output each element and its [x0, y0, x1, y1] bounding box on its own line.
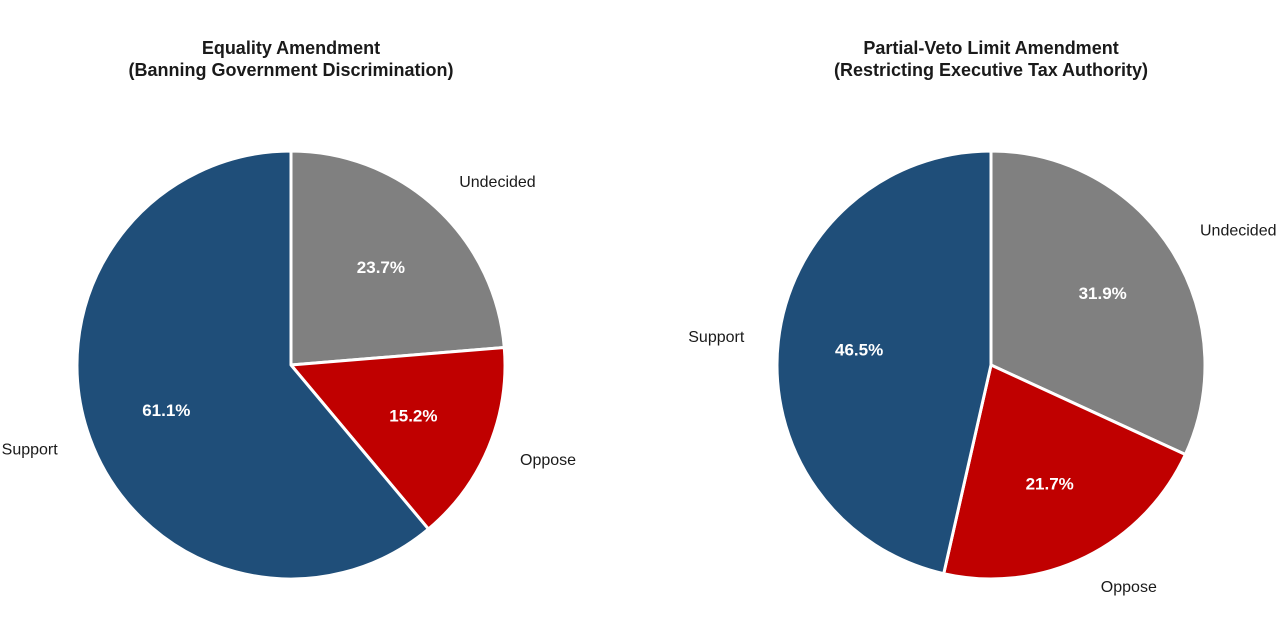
category-label-undecided: Undecided	[459, 174, 536, 191]
pie-slice-support	[775, 149, 993, 576]
category-label-support: Support	[2, 441, 59, 458]
pie-labels: 23.7% Undecided 15.2% Oppose 61.1% Support	[2, 174, 576, 469]
pie-slice-undecided	[289, 149, 506, 367]
pie-slice-oppose	[942, 363, 1187, 581]
pie-slice-undecided	[989, 149, 1207, 457]
percent-label-oppose: 21.7%	[1026, 475, 1074, 494]
category-label-support: Support	[688, 329, 745, 346]
percent-label-undecided: 23.7%	[357, 258, 405, 277]
chart-title-line-2: (Restricting Executive Tax Authority)	[834, 60, 1148, 80]
chart-title-line-2: (Banning Government Discrimination)	[128, 60, 453, 80]
chart-title-line-1: Partial-Veto Limit Amendment	[863, 38, 1118, 58]
pie-slice-oppose	[289, 346, 507, 531]
pie-labels: 31.9% Undecided 21.7% Oppose 46.5% Support	[688, 223, 1276, 596]
pie-chart-partial-veto-amendment: Partial-Veto Limit Amendment (Restrictin…	[688, 38, 1276, 596]
pie-chart-equality-amendment: Equality Amendment (Banning Government D…	[2, 38, 576, 581]
percent-label-support: 46.5%	[835, 341, 883, 360]
category-label-undecided: Undecided	[1200, 223, 1277, 240]
percent-label-support: 61.1%	[142, 401, 190, 420]
pie-slices	[75, 149, 507, 581]
pie-slice-support	[75, 149, 430, 581]
category-label-oppose: Oppose	[1101, 579, 1157, 596]
pie-slices	[775, 149, 1207, 581]
chart-title-line-1: Equality Amendment	[202, 38, 380, 58]
category-label-oppose: Oppose	[520, 452, 576, 469]
percent-label-undecided: 31.9%	[1079, 284, 1127, 303]
percent-label-oppose: 15.2%	[389, 407, 437, 426]
